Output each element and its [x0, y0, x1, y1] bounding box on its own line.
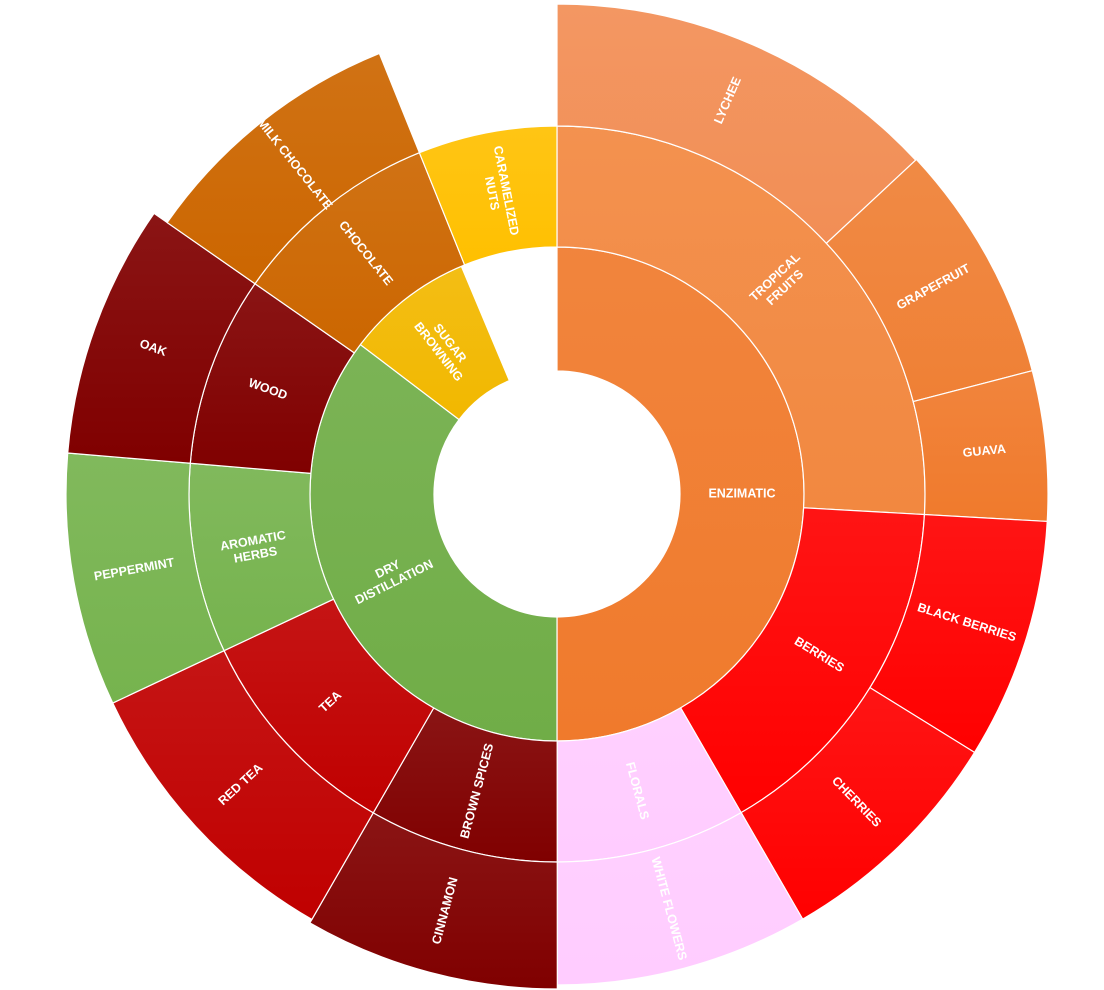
segment-milk-chocolate[interactable]: [166, 52, 421, 285]
label-guava: GUAVA: [962, 442, 1006, 460]
label-enzimatic: ENZIMATIC: [708, 486, 775, 500]
segments: [65, 3, 1049, 990]
segment-caramelized-nuts[interactable]: [418, 125, 558, 266]
